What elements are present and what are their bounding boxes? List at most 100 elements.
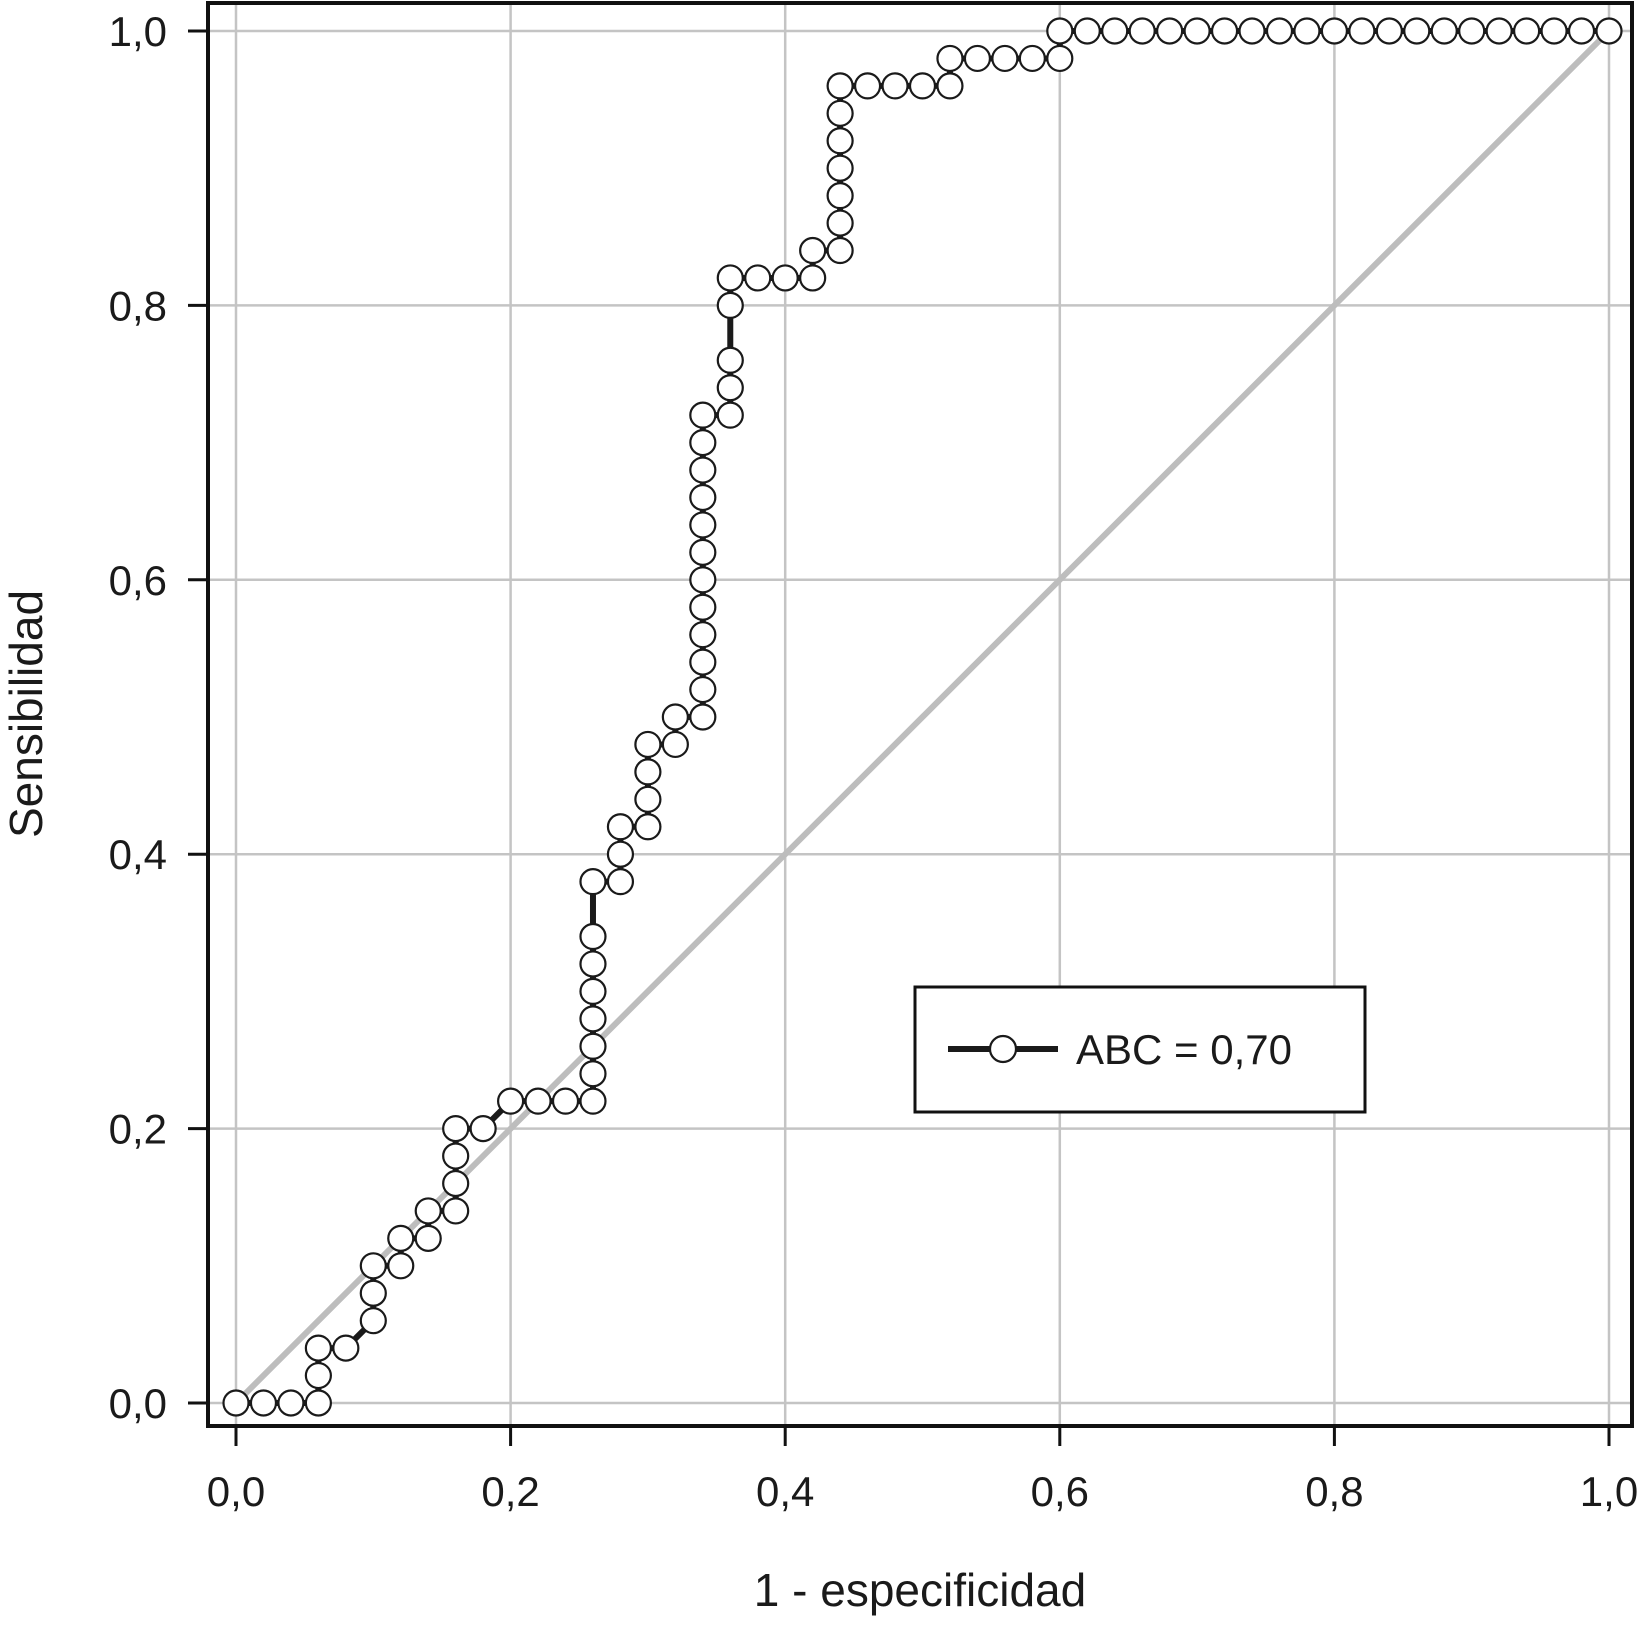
roc-point [304, 1334, 332, 1362]
reference-diagonal-line [233, 28, 1612, 1406]
roc-point [661, 703, 689, 731]
roc-point [826, 209, 854, 237]
roc-point [469, 1114, 497, 1143]
roc-point [991, 44, 1019, 73]
roc-point [442, 1114, 470, 1143]
roc-point [689, 648, 717, 676]
x-tick-label: 1,0 [1580, 1468, 1638, 1515]
reference-layer [233, 28, 1612, 1406]
roc-point [661, 730, 689, 759]
roc-point [579, 922, 607, 951]
roc-point [332, 1334, 360, 1362]
roc-point [606, 840, 635, 868]
x-tick-label: 0,8 [1305, 1468, 1363, 1515]
roc-point [1348, 17, 1376, 45]
roc-point [826, 72, 854, 100]
roc-point [524, 1087, 552, 1115]
roc-point [497, 1087, 525, 1115]
roc-point [936, 72, 964, 100]
legend-label: ABC = 0,70 [1076, 1026, 1292, 1073]
y-axis-title: Sensibilidad [0, 590, 52, 838]
roc-point [579, 950, 607, 978]
x-tick-label: 0,4 [756, 1468, 814, 1515]
roc-point [414, 1224, 442, 1252]
roc-point [908, 72, 937, 100]
roc-point [1430, 17, 1458, 45]
roc-point [716, 374, 744, 402]
x-tick-label: 0,6 [1031, 1468, 1089, 1515]
roc-point [716, 401, 744, 429]
roc-point [359, 1252, 387, 1280]
roc-point [579, 868, 607, 896]
roc-point [1540, 17, 1568, 45]
roc-point [881, 72, 909, 100]
roc-point [414, 1197, 442, 1225]
roc-point [1183, 17, 1211, 45]
roc-point [634, 758, 662, 786]
roc-point [689, 483, 717, 512]
roc-point [1101, 17, 1129, 45]
legend: ABC = 0,70 [913, 985, 1367, 1114]
roc-point [936, 44, 964, 73]
roc-point [826, 182, 854, 210]
roc-point [689, 401, 717, 429]
grid-layer [209, 4, 1630, 1424]
roc-point [579, 1060, 607, 1088]
roc-point [634, 813, 662, 841]
roc-point [1513, 17, 1541, 45]
roc-point [222, 1389, 250, 1417]
roc-point [1375, 17, 1403, 45]
roc-point [442, 1197, 470, 1225]
roc-point [716, 264, 744, 292]
roc-point [442, 1169, 470, 1198]
roc-point [1458, 17, 1486, 45]
roc-point [689, 703, 717, 731]
roc-point [689, 621, 717, 649]
roc-point [1046, 17, 1074, 45]
roc-point [799, 264, 827, 292]
x-axis-title: 1 - especificidad [754, 1564, 1086, 1616]
roc-point [716, 291, 744, 319]
roc-point [579, 1087, 607, 1115]
roc-point [1293, 17, 1321, 45]
roc-point [1595, 17, 1623, 45]
roc-point [1018, 44, 1046, 73]
roc-point [689, 511, 717, 539]
y-tick-label: 0,0 [109, 1380, 167, 1427]
roc-point [359, 1279, 387, 1307]
roc-point [689, 429, 717, 457]
roc-point [634, 730, 662, 759]
roc-point [304, 1361, 332, 1390]
legend-marker-sample [988, 1034, 1018, 1064]
roc-point [634, 785, 662, 813]
roc-point [826, 99, 854, 127]
roc-point [1265, 17, 1294, 45]
roc-point [744, 264, 772, 292]
roc-point [579, 1032, 607, 1060]
roc-point [689, 675, 717, 704]
roc-point [249, 1389, 278, 1417]
y-tick-label: 0,8 [109, 282, 167, 329]
series-layer [222, 17, 1623, 1417]
roc-point [689, 566, 717, 594]
roc-point [1403, 17, 1431, 45]
roc-point [1073, 17, 1101, 45]
y-tick-label: 0,6 [109, 557, 167, 604]
roc-point [387, 1252, 415, 1280]
roc-point [1210, 17, 1239, 45]
roc-point [853, 72, 882, 100]
roc-point [551, 1087, 580, 1115]
roc-point [799, 236, 827, 265]
roc-point [826, 127, 854, 155]
roc-point [689, 538, 717, 566]
plot-frame [206, 1, 1634, 1428]
roc-point [277, 1389, 305, 1417]
roc-point [1156, 17, 1184, 45]
x-tick-label: 0,2 [481, 1468, 539, 1515]
roc-point [1238, 17, 1266, 45]
roc-point [579, 1005, 607, 1033]
roc-point [716, 346, 744, 374]
tick-layer: 0,0 0,0 0,2 0,2 0,4 0,4 0,6 0,6 0,8 0,8 1,0 1,0 [109, 8, 1639, 1515]
y-tick-label: 1,0 [109, 8, 167, 55]
